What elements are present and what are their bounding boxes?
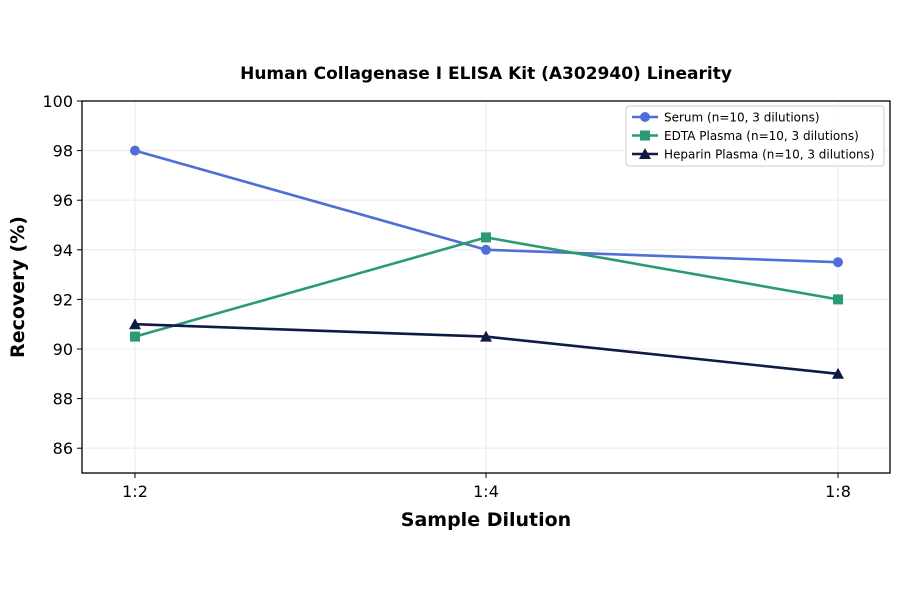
series-circle <box>130 145 843 268</box>
legend-label: Heparin Plasma (n=10, 3 dilutions) <box>664 148 875 162</box>
y-tick-label: 94 <box>53 241 73 260</box>
x-axis-label: Sample Dilution <box>401 509 571 531</box>
legend-label: Serum (n=10, 3 dilutions) <box>664 111 820 125</box>
series-square <box>130 232 843 342</box>
y-tick-label: 86 <box>53 439 73 458</box>
legend-item: EDTA Plasma (n=10, 3 dilutions) <box>632 129 859 143</box>
data-point <box>833 294 843 305</box>
data-point <box>833 257 843 268</box>
chart-title: Human Collagenase I ELISA Kit (A302940) … <box>240 64 732 84</box>
legend-label: EDTA Plasma (n=10, 3 dilutions) <box>664 129 859 143</box>
data-point <box>130 331 140 342</box>
y-tick-label: 88 <box>53 390 73 409</box>
x-tick-label: 1:2 <box>122 482 148 501</box>
legend-marker <box>640 130 650 141</box>
plot-series <box>129 145 844 379</box>
y-tick-label: 90 <box>53 340 73 359</box>
y-tick-label: 96 <box>53 191 73 210</box>
data-point <box>481 244 491 255</box>
x-tick-label: 1:8 <box>825 482 851 501</box>
legend-item: Heparin Plasma (n=10, 3 dilutions) <box>632 148 875 162</box>
series-triangle <box>129 318 844 379</box>
y-axis-ticks: 86 88 90 92 94 96 98 100 <box>42 92 82 458</box>
data-point <box>129 318 141 330</box>
legend-marker <box>639 148 651 159</box>
x-tick-label: 1:4 <box>473 482 499 501</box>
y-tick-label: 98 <box>53 142 73 161</box>
data-point <box>480 330 492 342</box>
data-point <box>832 367 844 379</box>
legend-item: Serum (n=10, 3 dilutions) <box>632 111 820 125</box>
data-point <box>481 232 491 243</box>
data-point <box>130 145 140 156</box>
x-axis-ticks: 1:2 1:4 1:8 <box>122 473 851 501</box>
legend: Serum (n=10, 3 dilutions) EDTA Plasma (n=… <box>625 105 885 167</box>
legend-box <box>625 105 885 167</box>
y-tick-label: 100 <box>42 92 73 111</box>
legend-marker <box>640 112 650 122</box>
y-tick-label: 92 <box>53 290 73 309</box>
y-axis-label: Recovery (%) <box>7 216 29 358</box>
